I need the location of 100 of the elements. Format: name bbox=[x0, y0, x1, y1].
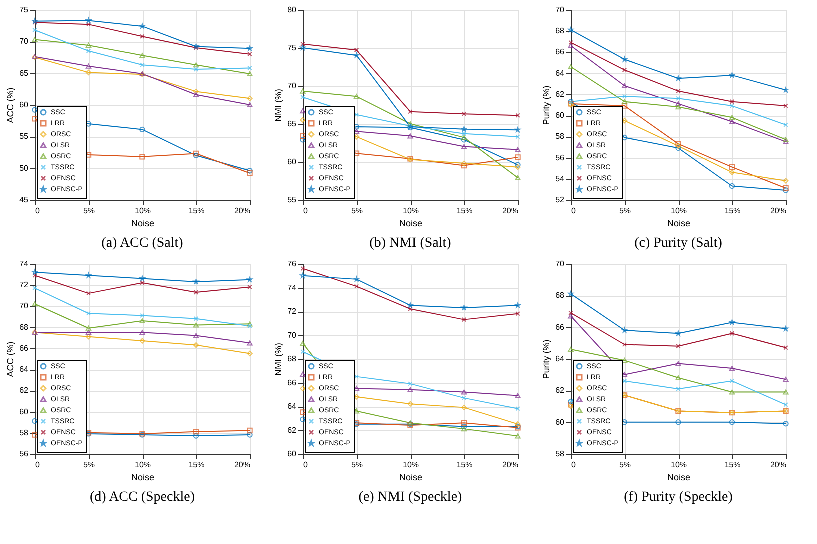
point bbox=[193, 322, 200, 328]
y-tick-label: 72 bbox=[20, 280, 30, 290]
point bbox=[622, 94, 628, 99]
point bbox=[783, 178, 789, 184]
y-tick-label: 74 bbox=[288, 283, 298, 292]
y-tick-label: 62 bbox=[288, 426, 298, 435]
point bbox=[408, 109, 413, 114]
y-tick-label: 64 bbox=[556, 354, 566, 364]
point bbox=[86, 326, 92, 331]
point bbox=[140, 318, 146, 324]
point bbox=[676, 375, 682, 381]
x-tick-label: 10% bbox=[402, 206, 420, 216]
point bbox=[568, 43, 574, 48]
point bbox=[193, 62, 200, 68]
y-axis-title: ACC (%) bbox=[6, 88, 16, 124]
y-tick-label: 55 bbox=[288, 196, 298, 204]
y-tick-label: 75 bbox=[288, 44, 298, 52]
y-tick-label: 60 bbox=[288, 158, 298, 166]
point bbox=[676, 88, 681, 94]
y-tick-label: 60 bbox=[556, 418, 566, 427]
y-tick-label: 60 bbox=[20, 100, 30, 110]
point bbox=[622, 103, 628, 109]
x-axis-title: Noise bbox=[399, 218, 423, 228]
point bbox=[247, 71, 253, 76]
point bbox=[462, 112, 467, 116]
point bbox=[408, 306, 413, 312]
y-tick-label: 65 bbox=[288, 120, 298, 128]
y-tick-label: 70 bbox=[20, 37, 30, 46]
y-tick-label: 60 bbox=[556, 111, 566, 120]
point bbox=[730, 104, 735, 108]
point bbox=[676, 101, 682, 106]
point bbox=[515, 175, 521, 180]
point bbox=[140, 280, 145, 286]
point bbox=[86, 48, 92, 54]
point bbox=[622, 342, 628, 348]
point bbox=[568, 64, 574, 70]
y-tick-label: 68 bbox=[288, 354, 298, 364]
y-axis-title: NMI (%) bbox=[274, 343, 284, 376]
point bbox=[729, 366, 736, 372]
point bbox=[461, 137, 468, 143]
point bbox=[408, 382, 413, 386]
point bbox=[140, 53, 146, 58]
point bbox=[783, 139, 789, 144]
point bbox=[462, 132, 467, 136]
point bbox=[354, 48, 360, 53]
y-tick-label: 64 bbox=[556, 68, 566, 78]
point bbox=[194, 290, 199, 295]
point bbox=[515, 393, 521, 398]
y-tick-label: 70 bbox=[288, 82, 298, 90]
y-tick-label: 68 bbox=[556, 26, 566, 36]
text: (e) NMI (Speckle) bbox=[358, 490, 463, 505]
y-tick-label: 66 bbox=[556, 48, 566, 57]
point bbox=[730, 331, 735, 336]
x-tick-label: 15% bbox=[188, 460, 205, 470]
x-tick-label: 5% bbox=[619, 206, 632, 216]
point bbox=[86, 291, 92, 296]
point bbox=[193, 333, 200, 338]
y-tick-label: 60 bbox=[20, 407, 30, 416]
point bbox=[676, 104, 682, 110]
point bbox=[676, 386, 681, 392]
x-axis-title: Noise bbox=[667, 472, 691, 482]
point bbox=[676, 141, 682, 147]
point bbox=[729, 183, 736, 190]
y-tick-label: 66 bbox=[288, 378, 298, 388]
point bbox=[86, 311, 92, 316]
x-axis-title: Noise bbox=[131, 472, 155, 482]
x-tick-label: 15% bbox=[188, 206, 205, 216]
y-axis-title: NMI (%) bbox=[274, 89, 284, 122]
y-tick-label: 70 bbox=[20, 302, 30, 311]
y-tick-label: 66 bbox=[556, 322, 566, 332]
point bbox=[300, 88, 306, 94]
point bbox=[193, 88, 200, 95]
y-axis-title: ACC (%) bbox=[6, 342, 16, 378]
point bbox=[247, 170, 253, 176]
point bbox=[515, 434, 521, 439]
x-tick-label: 0 bbox=[36, 206, 40, 216]
y-tick-label: 56 bbox=[20, 450, 30, 458]
x-tick-label: 5% bbox=[351, 460, 364, 470]
x-axis-title: Noise bbox=[399, 472, 423, 482]
x-tick-label: 15% bbox=[724, 460, 741, 470]
point bbox=[515, 154, 521, 160]
point bbox=[676, 419, 682, 426]
x-tick-label: 20% bbox=[234, 460, 250, 470]
point bbox=[194, 316, 199, 322]
y-tick-label: 58 bbox=[556, 132, 566, 142]
x-tick-label: 15% bbox=[456, 460, 473, 470]
x-tick-label: 15% bbox=[724, 206, 741, 216]
line-series bbox=[32, 28, 252, 72]
x-axis-title: Noise bbox=[667, 218, 691, 228]
point bbox=[729, 164, 736, 170]
point bbox=[247, 340, 253, 346]
y-tick-label: 60 bbox=[288, 450, 298, 458]
point bbox=[729, 119, 736, 124]
point bbox=[729, 115, 736, 120]
point bbox=[193, 433, 200, 439]
x-tick-label: 5% bbox=[83, 460, 96, 470]
point bbox=[247, 428, 253, 434]
y-tick-label: 58 bbox=[20, 428, 30, 438]
y-tick-label: 64 bbox=[20, 365, 30, 374]
point bbox=[676, 344, 681, 349]
